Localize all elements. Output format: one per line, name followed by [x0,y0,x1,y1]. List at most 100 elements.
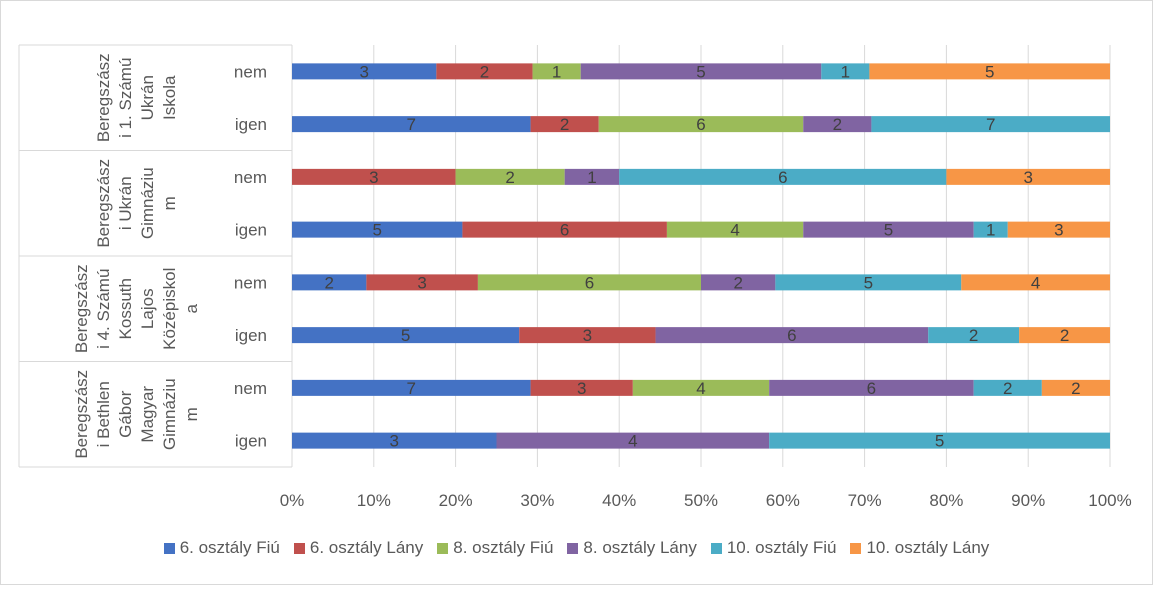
x-tick-label: 100% [1088,491,1131,510]
x-tick-label: 70% [848,491,882,510]
legend-item: 8. osztály Lány [567,538,697,558]
x-tick-label: 80% [929,491,963,510]
bar-segment [292,221,463,238]
data-label: 3 [417,273,426,292]
x-tick-label: 20% [439,491,473,510]
group-label: Beregszász i 1. Számú Ukrán Iskola [94,53,179,142]
data-label: 5 [696,62,705,81]
data-label: 3 [369,168,378,187]
x-tick-label: 40% [602,491,636,510]
bar-segment [871,116,1110,133]
data-label: 2 [733,273,742,292]
x-tick-label: 10% [357,491,391,510]
data-label: 1 [587,168,596,187]
data-label: 6 [585,273,594,292]
legend-swatch [163,542,175,554]
legend-item: 8. osztály Fiú [437,538,553,558]
bar-segment [366,274,478,291]
bar-segment [946,168,1110,185]
x-tick-label: 90% [1011,491,1045,510]
row-label: igen [235,221,267,240]
data-label: 6 [778,168,787,187]
row-label: nem [234,379,267,398]
bar-segment [701,274,776,291]
bar-segment [462,221,667,238]
bar-segment [496,432,770,449]
bar-segment [769,432,1110,449]
bar-segment [1007,221,1110,238]
data-label: 2 [1060,326,1069,345]
data-label: 3 [359,62,368,81]
row-label: nem [234,273,267,292]
legend-swatch [567,542,579,554]
x-tick-label: 0% [280,491,305,510]
bar-segment [292,63,437,80]
group-label: Beregszász i 4. Számú Kossuth Lajos Középisk… [72,264,201,353]
data-label: 3 [577,379,586,398]
bar-segment [477,274,701,291]
bar-segment [803,116,872,133]
x-tick-label: 50% [684,491,718,510]
data-label: 2 [324,273,333,292]
data-label: 5 [884,221,893,240]
legend-label: 8. osztály Fiú [453,538,554,557]
data-label: 2 [1003,379,1012,398]
data-label: 1 [841,62,850,81]
legend: 6. osztály Fiú 6. osztály Lány 8. osztály … [0,538,1153,558]
data-label: 5 [985,62,994,81]
data-label: 2 [1071,379,1080,398]
data-label: 7 [986,115,995,134]
row-label: igen [235,432,267,451]
bar-segment [292,274,367,291]
data-label: 6 [787,326,796,345]
legend-label: 8. osztály Lány [583,538,697,557]
data-label: 3 [1023,168,1032,187]
legend-item: 10. osztály Lány [850,538,989,558]
data-label: 3 [390,432,399,451]
bar-segment [769,379,974,396]
bar-segment [619,168,947,185]
bar-segment [632,379,770,396]
bar-segment [292,379,531,396]
legend-label: 10. osztály Lány [866,538,990,557]
legend-item: 6. osztály Lány [293,538,423,558]
bar-segment [530,379,633,396]
legend-item: 6. osztály Fiú [163,538,280,558]
data-label: 7 [407,115,416,134]
data-label: 1 [552,62,561,81]
data-label: 4 [628,432,637,451]
data-label: 5 [935,432,944,451]
data-label: 2 [560,115,569,134]
legend-label: 6. osztály Fiú [179,538,280,557]
row-label: igen [235,326,267,345]
bar-segment [598,116,804,133]
legend-swatch [293,542,305,554]
bar-segment [564,168,620,185]
group-label: Beregszász i Bethlen Gábor Magyar Gimnáziu m [72,370,201,459]
data-label: 6 [696,115,705,134]
bar-segment [775,274,962,291]
data-label: 2 [833,115,842,134]
data-label: 4 [730,221,739,240]
x-tick-label: 30% [520,491,554,510]
data-label: 4 [696,379,705,398]
bar-segment [292,116,531,133]
bar-segment [803,221,974,238]
bar-segment [961,274,1110,291]
legend-swatch [850,542,862,554]
data-label: 4 [1031,273,1040,292]
bar-segment [519,327,656,344]
data-label: 2 [505,168,514,187]
bar-segment [666,221,804,238]
bar-segment [973,379,1042,396]
bar-segment [821,63,870,80]
row-label: igen [235,115,267,134]
bar-segment [1019,327,1110,344]
data-label: 2 [969,326,978,345]
row-label: nem [234,168,267,187]
legend-swatch [710,542,722,554]
data-label: 5 [864,273,873,292]
data-label: 6 [560,221,569,240]
